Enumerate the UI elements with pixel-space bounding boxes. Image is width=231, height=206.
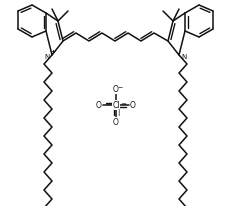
Text: =: =: [106, 101, 111, 107]
Text: N: N: [44, 54, 50, 60]
Text: +: +: [50, 49, 56, 54]
Text: O: O: [96, 101, 102, 110]
Text: =: =: [121, 101, 126, 107]
Text: O: O: [130, 101, 136, 110]
Text: N: N: [181, 54, 187, 60]
Text: O: O: [113, 118, 119, 127]
Text: −: −: [117, 84, 123, 89]
Text: O: O: [113, 85, 119, 94]
Text: Cl: Cl: [112, 101, 120, 110]
Text: |: |: [117, 109, 119, 115]
